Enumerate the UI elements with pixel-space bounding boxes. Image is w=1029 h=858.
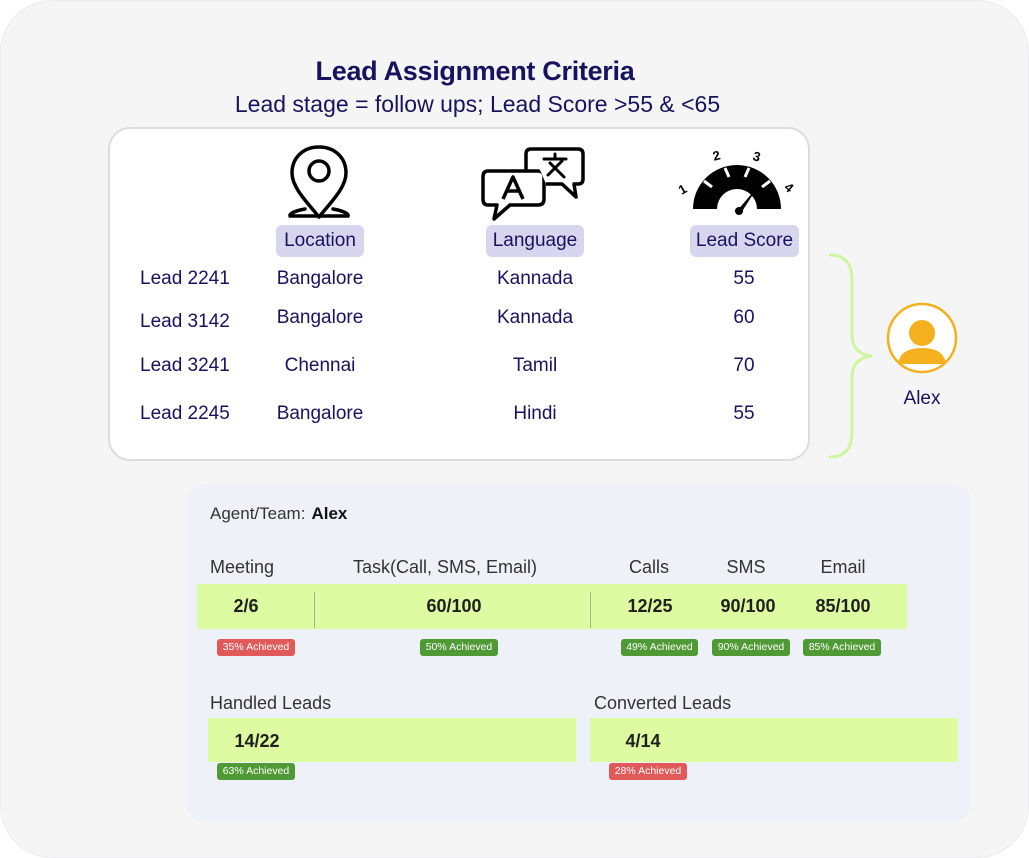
lead-location: Chennai [284,355,356,376]
metric-label-task: Task(Call, SMS, Email) [352,557,538,577]
lead-name: Lead 3241 [140,355,230,376]
converted-leads-label: Converted Leads [594,693,732,713]
converted-leads-value: 4/14 [625,731,661,751]
column-header-location: Location [276,225,364,257]
lead-language: Kannada [496,268,574,289]
criteria-box [108,127,810,461]
user-avatar-icon [886,302,958,374]
lead-name: Lead 2245 [140,403,230,424]
metric-value-task: 60/100 [426,596,482,616]
grouping-bracket [828,253,873,459]
metric-label-sms: SMS [726,557,766,577]
lead-score: 60 [733,307,755,328]
achievement-badge-converted: 28% Achieved [609,763,687,780]
metrics-divider [590,592,591,628]
agent-label-text: Agent/Team: [210,504,306,523]
agent-name: Alex [311,504,348,523]
assignee-name: Alex [903,388,941,409]
gauge-tick-2: 2 [711,147,722,163]
metric-value-email: 85/100 [815,596,871,616]
metrics-bar [197,584,907,629]
converted-leads-bar [590,718,958,762]
achievement-badge-task: 50% Achieved [420,639,498,656]
agent-label: Agent/Team: Alex [210,504,347,524]
metric-label-calls: Calls [628,557,669,577]
speedometer-icon: 1 2 3 4 [676,147,797,215]
metric-value-calls: 12/25 [627,596,673,616]
lead-language: Hindi [513,403,557,424]
metric-value-meeting: 2/6 [233,596,259,616]
lead-name: Lead 3142 [140,311,230,332]
lead-location: Bangalore [276,307,364,328]
achievement-badge-meeting: 35% Achieved [217,639,295,656]
metric-label-meeting: Meeting [209,557,275,577]
achievement-badge-email: 85% Achieved [803,639,881,656]
metrics-divider [314,592,315,628]
column-header-lead-score: Lead Score [690,225,799,257]
gauge-tick-4: 4 [781,179,797,196]
lead-score: 55 [733,268,755,289]
handled-leads-label: Handled Leads [210,693,332,713]
column-header-language: Language [486,225,584,257]
translate-icon [481,147,585,221]
lead-location: Bangalore [276,268,364,289]
achievement-badge-handled: 63% Achieved [217,763,295,780]
lead-language: Kannada [496,307,574,328]
metric-value-sms: 90/100 [720,596,776,616]
achievement-badge-calls: 49% Achieved [621,639,698,656]
map-pin-icon [288,145,350,219]
gauge-tick-3: 3 [751,148,762,164]
handled-leads-value: 14/22 [234,731,280,751]
criteria-subtitle: Lead stage = follow ups; Lead Score >55 … [234,91,721,117]
gauge-tick-1: 1 [676,181,690,198]
lead-language: Tamil [512,355,558,376]
lead-location: Bangalore [276,403,364,424]
metric-label-email: Email [820,557,866,577]
lead-name: Lead 2241 [140,268,230,289]
handled-leads-bar [208,718,576,762]
lead-score: 70 [733,355,755,376]
criteria-title: Lead Assignment Criteria [315,56,635,86]
lead-score: 55 [733,403,755,424]
achievement-badge-sms: 90% Achieved [712,639,790,656]
